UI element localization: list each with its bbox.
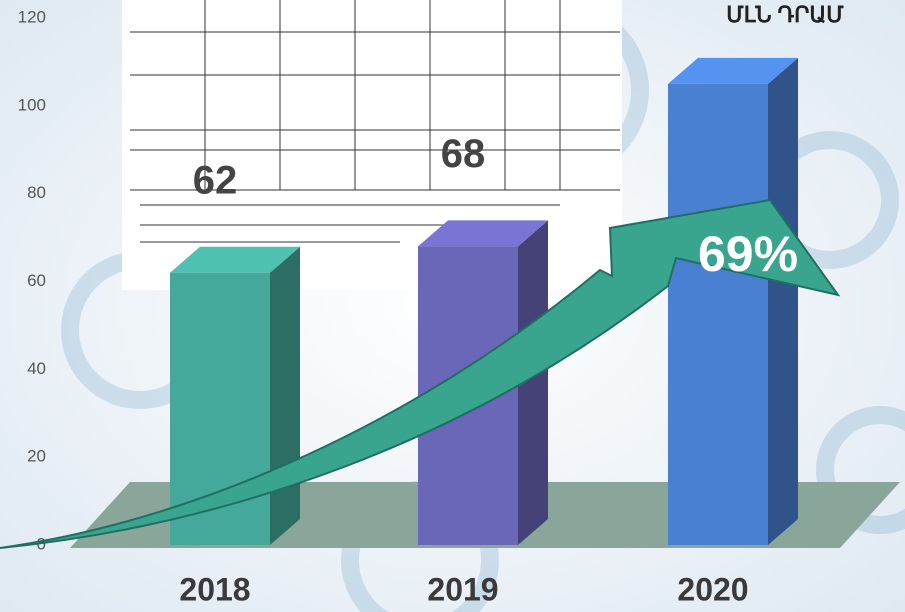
x-tick-label: 2019 bbox=[427, 571, 498, 607]
x-tick-label: 2018 bbox=[179, 571, 250, 607]
annotation: 69% bbox=[698, 226, 798, 282]
bar-side bbox=[768, 57, 798, 545]
x-tick-label: 2020 bbox=[677, 571, 748, 607]
bar bbox=[668, 83, 768, 545]
bar-side bbox=[518, 220, 548, 545]
y-tick-label: 80 bbox=[27, 183, 46, 202]
y-tick-label: 100 bbox=[18, 95, 46, 114]
chart-title: ՄԼՆ ԴՐԱՄ bbox=[726, 2, 844, 27]
bar-top bbox=[170, 246, 300, 273]
data-label: 62 bbox=[193, 158, 238, 202]
bar-top bbox=[668, 57, 798, 84]
growth-arrow bbox=[0, 198, 841, 549]
y-tick-label: 20 bbox=[27, 447, 46, 466]
bar-side bbox=[270, 246, 300, 545]
data-label: 68 bbox=[441, 132, 486, 176]
y-tick-label: 120 bbox=[18, 7, 46, 26]
bar-top bbox=[418, 220, 548, 247]
y-tick-label: 40 bbox=[27, 359, 46, 378]
y-tick-label: 60 bbox=[27, 271, 46, 290]
